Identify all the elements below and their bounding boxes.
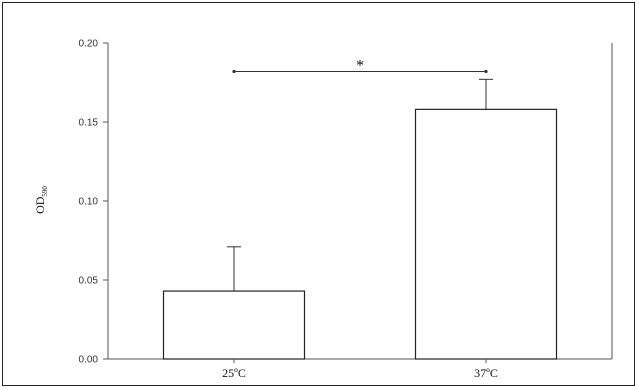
significance-end-right [484, 69, 488, 74]
bars [162, 78, 558, 360]
significance-annotation: * [232, 57, 488, 74]
significance-label: * [356, 57, 364, 74]
bar-1 [414, 108, 558, 360]
bar-0 [162, 290, 306, 360]
x-tick-label-1: 37ºC [474, 366, 498, 380]
y-tick-label-2: 0.10 [79, 197, 99, 208]
y-axis-title: OD590 [33, 186, 49, 214]
y-axis-title-subscript: 590 [41, 186, 49, 197]
y-tick-label-4: 0.20 [79, 39, 99, 50]
x-tick-label-0: 25ºC [222, 366, 246, 380]
y-tick-label-1: 0.05 [79, 276, 99, 287]
x-tick-labels: 25ºC 37ºC [222, 359, 498, 380]
y-tick-label-0: 0.00 [79, 355, 99, 366]
significance-end-left [232, 69, 236, 74]
y-ticks: 0.00 0.05 0.10 0.15 0.20 [79, 39, 108, 366]
y-axis-title-main: OD [33, 196, 47, 214]
y-tick-label-3: 0.15 [79, 118, 99, 129]
